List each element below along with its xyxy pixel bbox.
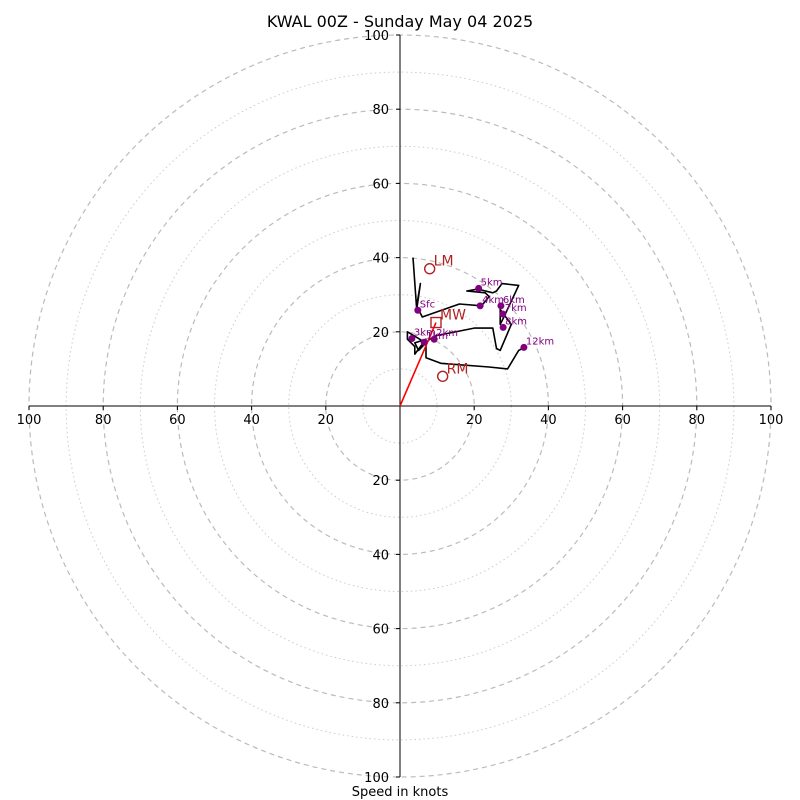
height-label-4km: 4km: [482, 295, 504, 306]
height-marker-2km: [430, 335, 438, 343]
x-tick-label: 40: [243, 413, 260, 428]
height-marker-12km: [520, 343, 528, 351]
storm-motion-RM: [436, 370, 449, 383]
hodograph-line: [406, 257, 525, 370]
y-tick-label: 80: [372, 697, 389, 712]
height-marker-3km: [408, 334, 416, 342]
y-tick-label: 100: [364, 29, 389, 44]
height-marker-1km: [420, 338, 428, 346]
height-label-2km: 2km: [436, 328, 458, 339]
height-label-8km: 8km: [505, 316, 527, 327]
height-label-Sfc: Sfc: [420, 299, 435, 310]
height-marker-5km: [475, 284, 483, 292]
hodograph-trace: [399, 257, 525, 407]
y-tick-label: 60: [372, 623, 389, 638]
y-tick-label: 80: [372, 103, 389, 118]
storm-motion-label-MW: MW: [440, 308, 466, 324]
x-tick-label: 20: [318, 413, 335, 428]
y-tick-label: 20: [372, 474, 389, 489]
height-label-7km: 7km: [505, 303, 527, 314]
x-tick-label: 60: [614, 413, 631, 428]
storm-motion-label-LM: LM: [434, 254, 454, 270]
y-tick-label: 60: [372, 177, 389, 192]
storm-motion-label-RM: RM: [447, 361, 469, 377]
x-tick-label: 20: [466, 413, 483, 428]
y-tick-label: 20: [372, 326, 389, 341]
x-axis-label: Speed in knots: [352, 785, 449, 800]
x-tick-label: 80: [95, 413, 112, 428]
tick-labels: 100 100 80 80 60 60 40 40 20 20 20 20 40 40 60 60 80 80 10…: [17, 29, 784, 786]
height-marker-4km: [476, 302, 484, 310]
x-tick-label: 40: [540, 413, 557, 428]
y-tick-label: 40: [372, 252, 389, 267]
storm-motion-LM: [423, 263, 436, 275]
storm-motion-markers: RM LM MW: [423, 254, 469, 383]
chart-title: KWAL 00Z - Sunday May 04 2025: [267, 12, 533, 31]
x-tick-label: 80: [689, 413, 706, 428]
x-tick-label: 60: [169, 413, 186, 428]
height-label-6km: 6km: [503, 295, 525, 306]
x-tick-label: 100: [17, 413, 42, 428]
y-tick-label: 40: [372, 548, 389, 563]
height-label-1km: 1km: [426, 331, 448, 342]
storm-motion-MW: [430, 316, 442, 329]
height-marker-6km: [497, 302, 505, 310]
height-label-3km: 3km: [414, 327, 436, 338]
height-label-12km: 12km: [526, 336, 554, 347]
height-marker-Sfc: [414, 306, 422, 314]
storm-motion-vector: [399, 322, 437, 407]
height-label-5km: 5km: [481, 277, 503, 288]
height-marker-7km: [499, 310, 507, 318]
x-tick-label: 100: [759, 413, 784, 428]
height-marker-8km: [499, 323, 507, 331]
y-tick-label: 100: [364, 771, 389, 786]
